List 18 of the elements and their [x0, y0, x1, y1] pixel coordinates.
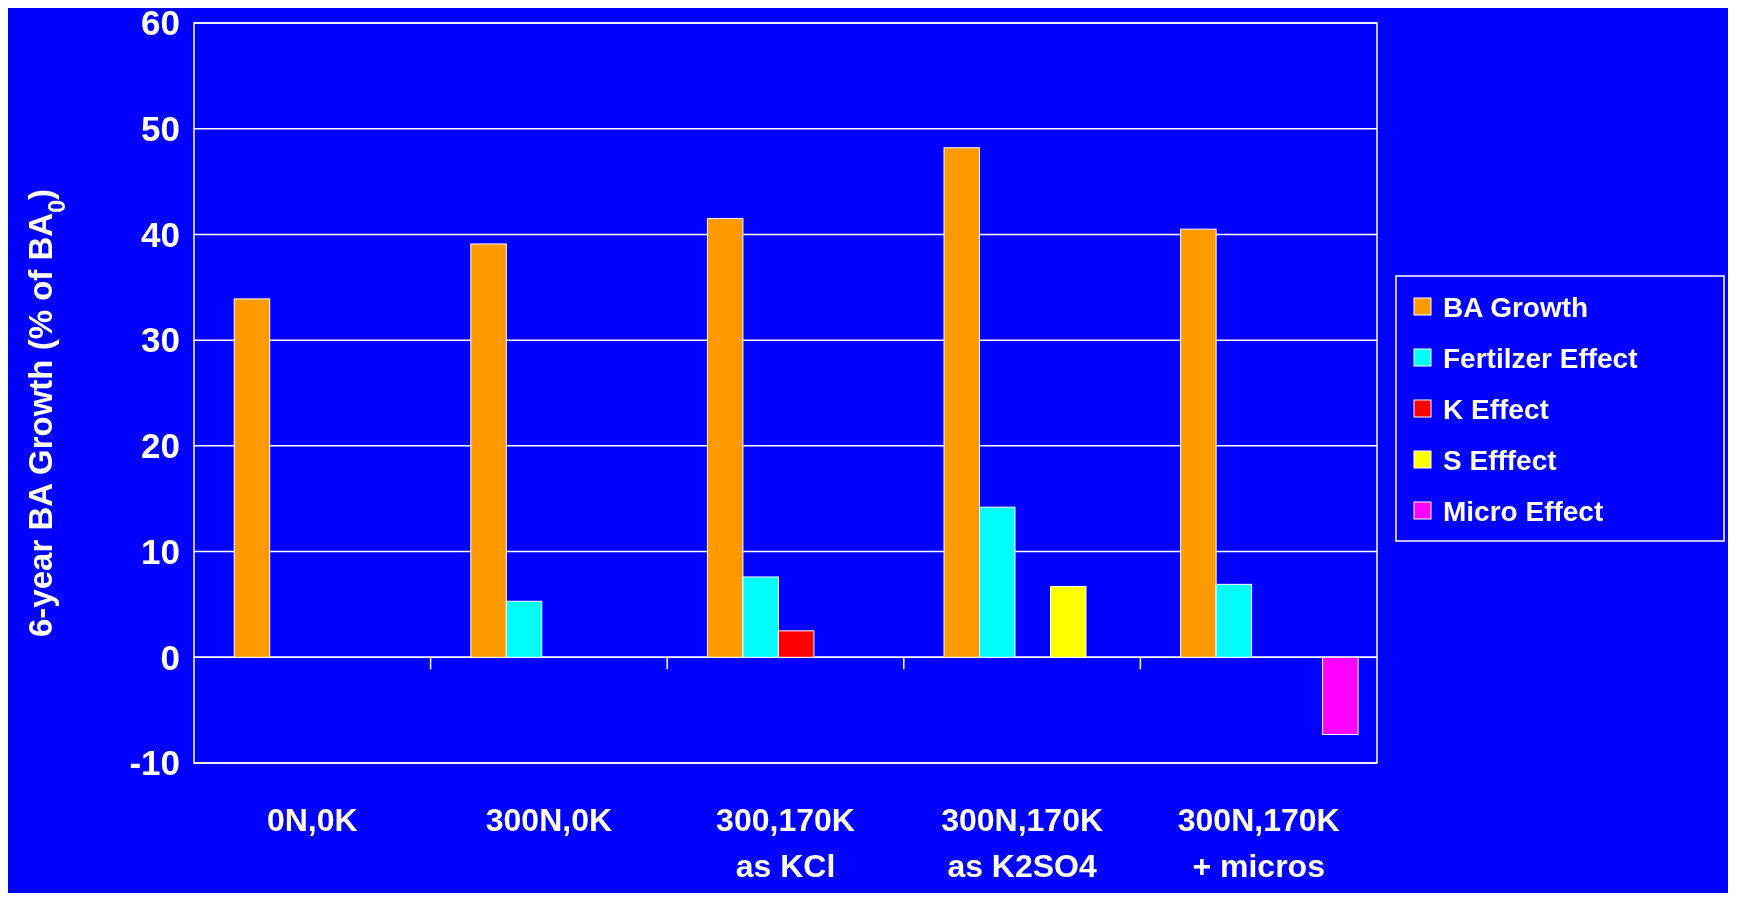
- legend-label: Micro Effect: [1443, 495, 1604, 527]
- y-tick-label: 40: [141, 214, 180, 254]
- legend-label: K Effect: [1443, 393, 1549, 425]
- x-tick-label: 300N,170K as K2SO4: [941, 802, 1104, 884]
- y-tick-label: 30: [141, 320, 180, 360]
- y-tick-label: 60: [141, 3, 180, 43]
- y-tick-label: -10: [129, 743, 180, 783]
- y-tick-label: 0: [160, 637, 180, 677]
- x-tick-label: 300N,0K: [485, 802, 613, 838]
- legend-label: BA Growth: [1443, 291, 1589, 323]
- x-tick-label: 300,170K as KCl: [716, 802, 855, 884]
- x-tick-label: 300N,170K + micros: [1177, 802, 1340, 884]
- y-tick-label: 50: [141, 108, 180, 148]
- x-tick-label: 0N,0K: [266, 802, 358, 838]
- legend-label: S Efffect: [1443, 444, 1557, 476]
- legend-label: Fertilzer Effect: [1443, 342, 1638, 374]
- y-tick-label: 20: [141, 426, 180, 466]
- y-tick-label: 10: [141, 531, 180, 571]
